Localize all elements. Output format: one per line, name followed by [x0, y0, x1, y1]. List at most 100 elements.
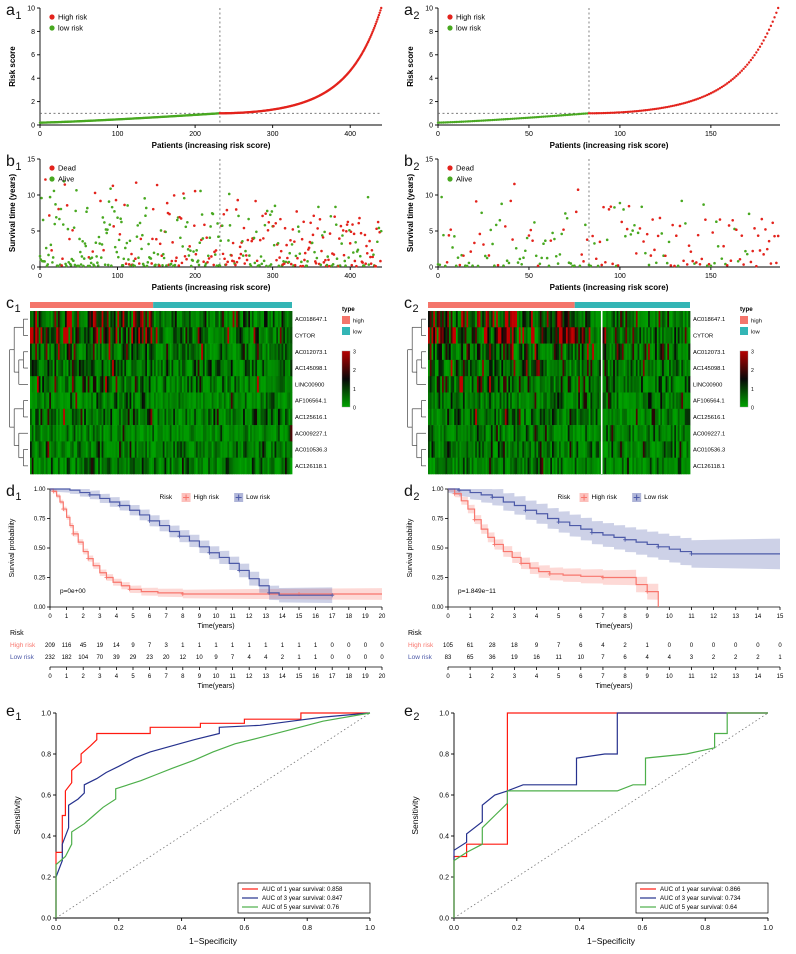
svg-text:0: 0	[364, 655, 368, 661]
kaplan-meier-chart-2-svg: 0 1 2 3 4 5 6 7 8 9 10 11 12 13 14 150.000.250.500.751.…	[407, 487, 784, 690]
svg-text:15: 15	[777, 674, 784, 680]
svg-text:1: 1	[264, 643, 268, 649]
svg-text:0: 0	[38, 131, 42, 138]
svg-text:AC012073.1: AC012073.1	[295, 350, 327, 356]
risk-score-chart-2-svg: 0 50 100 150 0 2 4 6 8 10 Patients (increasing ris…	[406, 5, 780, 150]
svg-text:100: 100	[112, 131, 124, 138]
svg-text:150: 150	[705, 131, 717, 138]
svg-text:14: 14	[755, 614, 762, 620]
svg-text:AC009227.1: AC009227.1	[693, 431, 725, 437]
svg-text:1: 1	[281, 643, 285, 649]
svg-text:type: type	[740, 306, 753, 313]
svg-text:11: 11	[229, 614, 236, 620]
svg-text:Dead: Dead	[456, 164, 474, 173]
svg-text:182: 182	[62, 655, 73, 661]
svg-text:7: 7	[601, 614, 605, 620]
svg-text:Survival time (years): Survival time (years)	[8, 174, 17, 253]
svg-text:AUC of 5 year survival: 0.76: AUC of 5 year survival: 0.76	[262, 904, 340, 911]
svg-text:Alive: Alive	[58, 175, 74, 184]
svg-text:65: 65	[467, 655, 474, 661]
svg-text:low risk: low risk	[456, 24, 481, 33]
panel-label-b1: b1	[6, 153, 23, 174]
svg-text:0.6: 0.6	[439, 792, 449, 799]
svg-text:0: 0	[38, 273, 42, 280]
svg-text:3: 3	[98, 674, 102, 680]
svg-text:Low risk: Low risk	[10, 654, 35, 661]
svg-text:0: 0	[446, 674, 450, 680]
svg-text:1: 1	[751, 387, 754, 393]
svg-text:2: 2	[429, 99, 433, 106]
svg-text:11: 11	[688, 674, 695, 680]
svg-text:6: 6	[579, 674, 583, 680]
svg-text:1.00: 1.00	[432, 487, 444, 493]
svg-text:83: 83	[445, 655, 452, 661]
panel-label-d1: d1	[6, 483, 23, 504]
svg-text:7: 7	[231, 655, 235, 661]
svg-text:AC125616.1: AC125616.1	[295, 415, 327, 421]
svg-text:2: 2	[734, 655, 738, 661]
svg-text:14: 14	[755, 674, 762, 680]
svg-text:4: 4	[264, 655, 268, 661]
panel-label-c1: c1	[6, 295, 22, 316]
risk-score-chart-1-svg: 0 100 200 300 400 0 2 4 6 8 10 Patients (increasing…	[8, 5, 383, 150]
svg-text:0: 0	[353, 406, 356, 412]
svg-text:15: 15	[296, 614, 303, 620]
svg-text:6: 6	[148, 614, 152, 620]
svg-text:1.0: 1.0	[365, 925, 375, 932]
svg-text:1: 1	[778, 655, 782, 661]
kaplan-meier-chart-1: 0 1 2 3 4 5 6 7 8 9 10 11 12 13 14 15 16 17 18 19 20 0.00 0.25…	[6, 483, 392, 702]
svg-text:17: 17	[329, 674, 336, 680]
svg-text:19: 19	[362, 674, 369, 680]
svg-text:4: 4	[535, 674, 539, 680]
svg-text:High risk: High risk	[592, 494, 618, 501]
svg-text:0.8: 0.8	[302, 925, 312, 932]
svg-text:p=1.849e−11: p=1.849e−11	[458, 588, 496, 595]
svg-text:0: 0	[380, 643, 384, 649]
svg-text:Patients (increasing risk scor: Patients (increasing risk score)	[152, 283, 271, 292]
svg-text:0: 0	[347, 655, 351, 661]
svg-text:0: 0	[436, 131, 440, 138]
svg-text:0.6: 0.6	[240, 925, 250, 932]
svg-text:1: 1	[181, 643, 185, 649]
svg-text:20: 20	[379, 674, 386, 680]
svg-text:100: 100	[614, 273, 626, 280]
svg-text:0: 0	[690, 643, 694, 649]
risk-score-chart-2: 0 50 100 150 0 2 4 6 8 10 Patients (increasing ris…	[404, 2, 790, 152]
svg-text:105: 105	[443, 643, 454, 649]
svg-text:11: 11	[688, 614, 695, 620]
svg-text:AUC of 1 year survival: 0.866: AUC of 1 year survival: 0.866	[660, 886, 741, 893]
svg-text:0: 0	[347, 643, 351, 649]
svg-text:2: 2	[751, 368, 754, 374]
svg-text:9: 9	[198, 614, 202, 620]
svg-text:0: 0	[48, 614, 52, 620]
svg-text:1.0: 1.0	[439, 710, 449, 717]
svg-text:200: 200	[189, 273, 201, 280]
svg-text:1: 1	[65, 614, 69, 620]
svg-text:0: 0	[48, 674, 52, 680]
svg-text:19: 19	[362, 614, 369, 620]
svg-text:0.75: 0.75	[34, 517, 46, 523]
heatmap-chart-1-svg: AC018647.1 CYTOR AC012073.1 AC145098.1 LINC0…	[9, 302, 364, 475]
svg-text:8: 8	[623, 614, 627, 620]
svg-text:0.4: 0.4	[41, 833, 51, 840]
svg-text:Sensitivity: Sensitivity	[12, 796, 22, 835]
panel-a1: 0 100 200 300 400 0 2 4 6 8 10 Patients (increasing…	[6, 2, 392, 152]
svg-text:3: 3	[513, 674, 517, 680]
svg-text:4: 4	[646, 655, 650, 661]
panel-d2: 0 1 2 3 4 5 6 7 8 9 10 11 12 13 14 15 0.00 0.25 0.50 0.75 1.…	[404, 483, 790, 702]
svg-text:Risk: Risk	[10, 630, 24, 637]
svg-text:0.0: 0.0	[41, 915, 51, 922]
svg-text:low risk: low risk	[58, 24, 83, 33]
svg-text:0.00: 0.00	[432, 605, 444, 611]
svg-text:0: 0	[364, 643, 368, 649]
svg-text:9: 9	[535, 643, 539, 649]
svg-text:17: 17	[329, 614, 336, 620]
svg-text:Alive: Alive	[456, 175, 472, 184]
svg-text:Time(years): Time(years)	[595, 623, 632, 630]
svg-text:0.4: 0.4	[177, 925, 187, 932]
svg-text:1: 1	[214, 643, 218, 649]
svg-text:15: 15	[777, 614, 784, 620]
svg-text:15: 15	[425, 156, 433, 163]
svg-text:AC010536.3: AC010536.3	[295, 448, 327, 454]
